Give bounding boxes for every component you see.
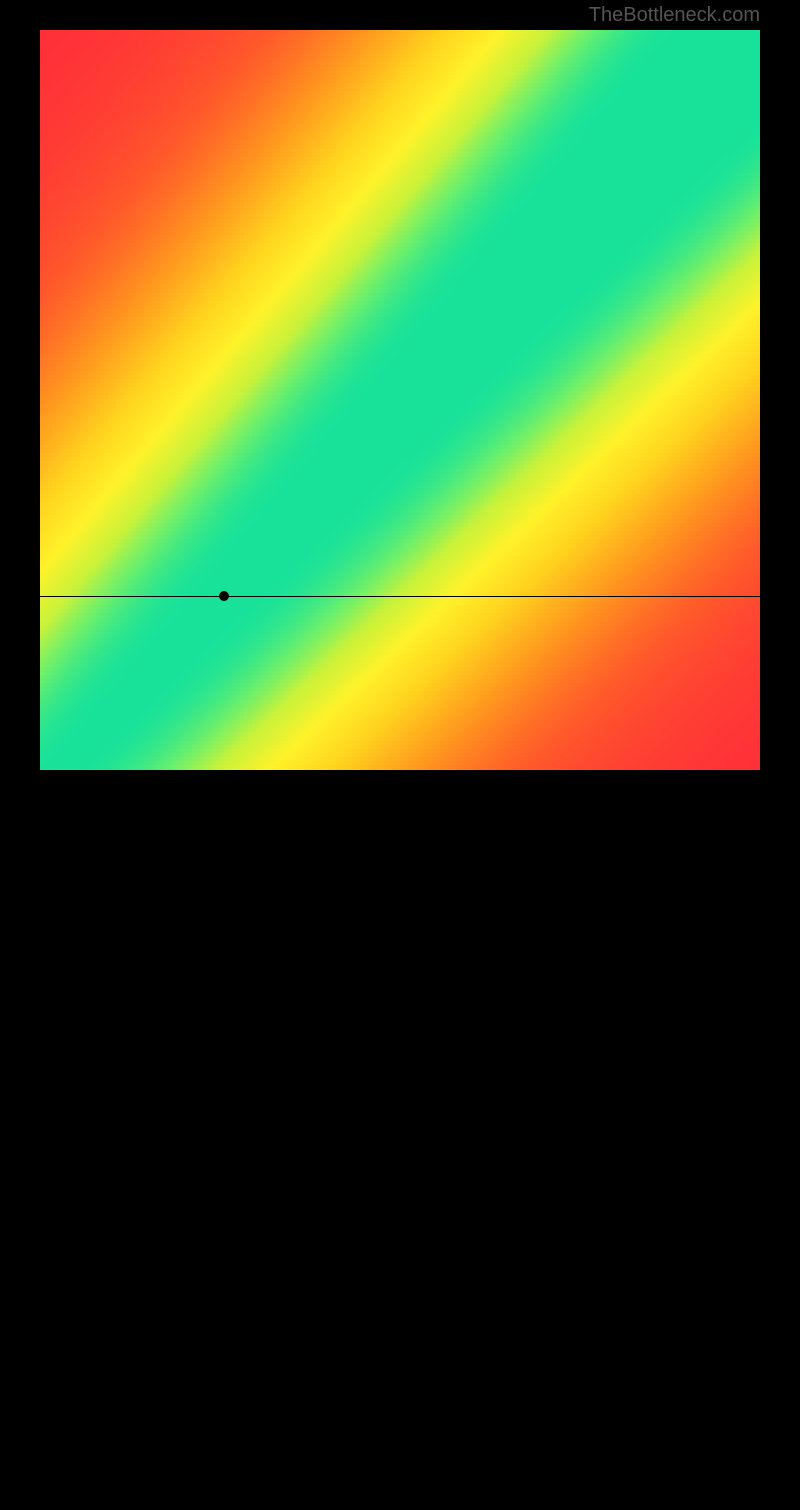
heatmap-canvas bbox=[40, 30, 760, 770]
crosshair-marker bbox=[219, 591, 229, 601]
crosshair-vertical bbox=[223, 770, 224, 1510]
watermark-text: TheBottleneck.com bbox=[589, 4, 760, 27]
heatmap-plot bbox=[40, 30, 760, 770]
crosshair-horizontal bbox=[40, 596, 760, 597]
